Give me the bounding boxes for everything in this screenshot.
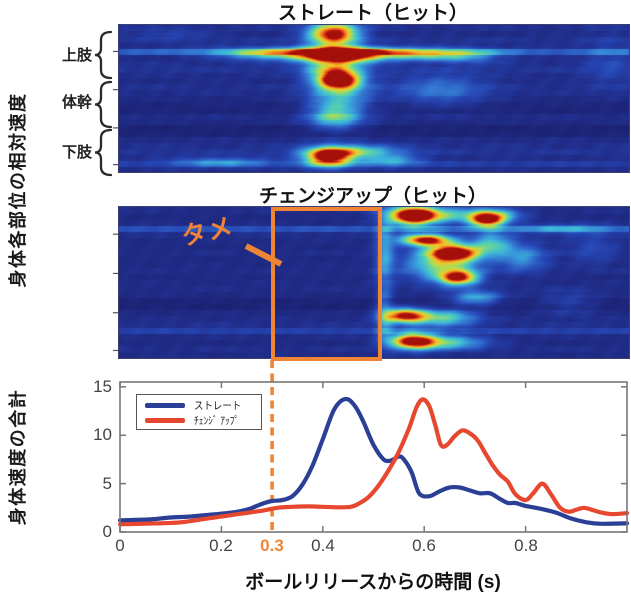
ylabel-heatmaps: 身体各部位の相対速度 (8, 92, 28, 288)
xtick-0_8: 0.8 (514, 536, 538, 555)
xtick-0_2: 0.2 (209, 536, 233, 555)
legend-label-straight: ストレート (194, 400, 242, 412)
ytick-10: 10 (93, 425, 112, 444)
heatmap-straight (118, 24, 630, 173)
legend: ストレート ﾁｪﾝｼﾞ ｱｯﾌﾟ (136, 394, 262, 430)
ytick-5: 5 (102, 474, 112, 493)
ytick-0: 0 (102, 522, 112, 541)
ytick-15: 15 (93, 377, 112, 396)
legend-item-straight: ストレート (145, 398, 261, 413)
body-part-label-upper-limb: 上肢 (61, 47, 92, 64)
xtick-0_4: 0.4 (311, 536, 335, 555)
xlabel: ボールリリースからの時間 (s) (245, 572, 501, 593)
legend-item-changeup: ﾁｪﾝｼﾞ ｱｯﾌﾟ (145, 413, 261, 428)
title-changeup: チェンジアップ（ヒット） (258, 186, 487, 207)
legend-label-changeup: ﾁｪﾝｼﾞ ｱｯﾌﾟ (194, 415, 240, 427)
body-part-label-lower-limb: 下肢 (61, 144, 92, 161)
xtick-0: 0 (115, 536, 125, 555)
legend-swatch-changeup (145, 418, 185, 423)
title-straight: ストレート（ヒット） (277, 3, 468, 24)
brace-upper-limb (94, 30, 113, 80)
ylabel-linechart: 身体速度の合計 (8, 388, 28, 526)
xtick-highlight-0_3: 0.3 (260, 536, 284, 555)
xtick-0_6: 0.6 (412, 536, 436, 555)
brace-trunk (94, 80, 113, 129)
legend-swatch-straight (145, 403, 185, 408)
body-part-label-trunk: 体幹 (61, 94, 92, 111)
brace-lower-limb (94, 128, 113, 177)
